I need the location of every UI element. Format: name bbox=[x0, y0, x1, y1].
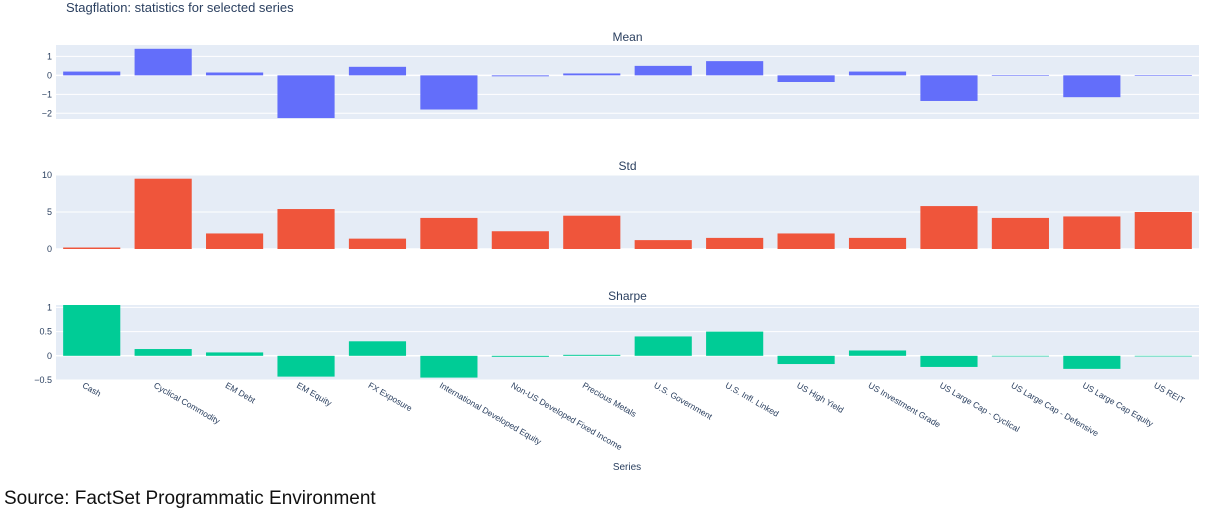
bar-sharpe bbox=[348, 341, 407, 356]
bar-std bbox=[277, 209, 335, 249]
bar-std bbox=[563, 215, 621, 249]
bar-std bbox=[134, 178, 192, 249]
plot-background bbox=[56, 305, 1199, 380]
bar-sharpe bbox=[277, 355, 335, 377]
bar-mean bbox=[134, 48, 192, 76]
bar-mean bbox=[920, 75, 978, 101]
bar-mean bbox=[420, 75, 478, 110]
y-tick-label: 0 bbox=[47, 244, 52, 254]
subplot-title: Sharpe bbox=[608, 289, 647, 303]
bar-sharpe bbox=[1134, 355, 1192, 357]
bar-sharpe bbox=[634, 336, 692, 356]
x-tick-label: US Large Cap Equity bbox=[1081, 380, 1156, 429]
panel-sharpe: Sharpe 1 0.5 0 −0.5 bbox=[34, 289, 1199, 385]
bar-mean bbox=[63, 71, 121, 76]
bar-std bbox=[848, 237, 907, 249]
x-tick-label: Precious Metals bbox=[581, 380, 638, 419]
bar-sharpe bbox=[706, 331, 764, 356]
y-tick-label: −0.5 bbox=[34, 375, 52, 385]
bar-sharpe bbox=[563, 354, 621, 356]
bar-mean bbox=[634, 65, 692, 76]
bar-mean bbox=[348, 66, 407, 76]
bar-std bbox=[777, 233, 835, 249]
x-tick-label: EM Equity bbox=[295, 380, 334, 408]
x-axis-labels: Cash Cyclical Commodity EM Debt EM Equity FX… bbox=[81, 380, 1187, 452]
y-tick-label: 5 bbox=[47, 207, 52, 217]
bar-sharpe bbox=[848, 350, 907, 356]
bar-mean bbox=[563, 73, 621, 76]
bar-std bbox=[991, 217, 1049, 249]
bar-mean bbox=[1063, 75, 1121, 98]
x-tick-label: FX Exposure bbox=[366, 380, 414, 413]
x-tick-label: Non-US Developed Fixed Income bbox=[509, 380, 624, 452]
bar-sharpe bbox=[777, 355, 835, 365]
source-note: Source: FactSet Programmatic Environment bbox=[4, 488, 376, 509]
bar-mean bbox=[777, 75, 835, 82]
x-tick-label: EM Debt bbox=[224, 380, 258, 406]
subplot-title: Std bbox=[618, 159, 636, 173]
bar-sharpe bbox=[420, 355, 478, 378]
y-tick-label: 0.5 bbox=[39, 327, 52, 337]
bar-mean bbox=[706, 61, 764, 76]
x-tick-label: US High Yield bbox=[795, 380, 846, 415]
y-tick-label: 1 bbox=[47, 302, 52, 312]
x-tick-label: Cash bbox=[81, 380, 103, 399]
bar-mean bbox=[206, 72, 264, 76]
plot-background bbox=[56, 45, 1199, 119]
bar-std bbox=[920, 206, 978, 249]
bar-std bbox=[206, 233, 264, 249]
x-axis-title: Series bbox=[613, 462, 641, 473]
panel-std: Std 10 5 0 bbox=[42, 159, 1199, 254]
y-tick-label: 0 bbox=[47, 351, 52, 361]
bar-sharpe bbox=[206, 352, 264, 356]
bar-sharpe bbox=[63, 305, 121, 356]
bar-sharpe bbox=[920, 355, 978, 367]
x-tick-label: U.S. Government bbox=[652, 380, 714, 422]
bar-std bbox=[420, 217, 478, 249]
bar-std bbox=[491, 231, 549, 249]
subplot-title: Mean bbox=[612, 30, 642, 44]
bar-sharpe bbox=[1063, 355, 1121, 369]
bar-sharpe bbox=[991, 355, 1049, 357]
bar-std bbox=[63, 247, 121, 249]
x-tick-label: US Investment Grade bbox=[867, 380, 943, 430]
y-tick-label: 10 bbox=[42, 170, 52, 180]
y-tick-label: −2 bbox=[42, 108, 52, 118]
bar-mean bbox=[491, 75, 549, 77]
bar-std bbox=[348, 238, 407, 249]
bar-mean bbox=[848, 71, 907, 76]
panel-mean: Mean 1 0 −1 −2 bbox=[42, 30, 1199, 119]
bar-std bbox=[634, 240, 692, 249]
bar-sharpe bbox=[134, 349, 192, 356]
y-tick-label: −1 bbox=[42, 89, 52, 99]
bar-mean bbox=[1134, 75, 1192, 76]
y-tick-label: 1 bbox=[47, 51, 52, 61]
bar-mean bbox=[277, 75, 335, 119]
bar-sharpe bbox=[491, 355, 549, 357]
x-tick-label: Cyclical Commodity bbox=[152, 380, 222, 426]
x-tick-label: U.S. Infl. Linked bbox=[724, 380, 781, 419]
bar-std bbox=[1134, 212, 1192, 249]
y-tick-label: 0 bbox=[47, 70, 52, 80]
bar-mean bbox=[991, 75, 1049, 76]
x-tick-label: US REIT bbox=[1152, 380, 1186, 405]
bar-std bbox=[706, 237, 764, 249]
chart-title: Stagflation: statistics for selected ser… bbox=[66, 0, 294, 15]
bar-std bbox=[1063, 216, 1121, 249]
